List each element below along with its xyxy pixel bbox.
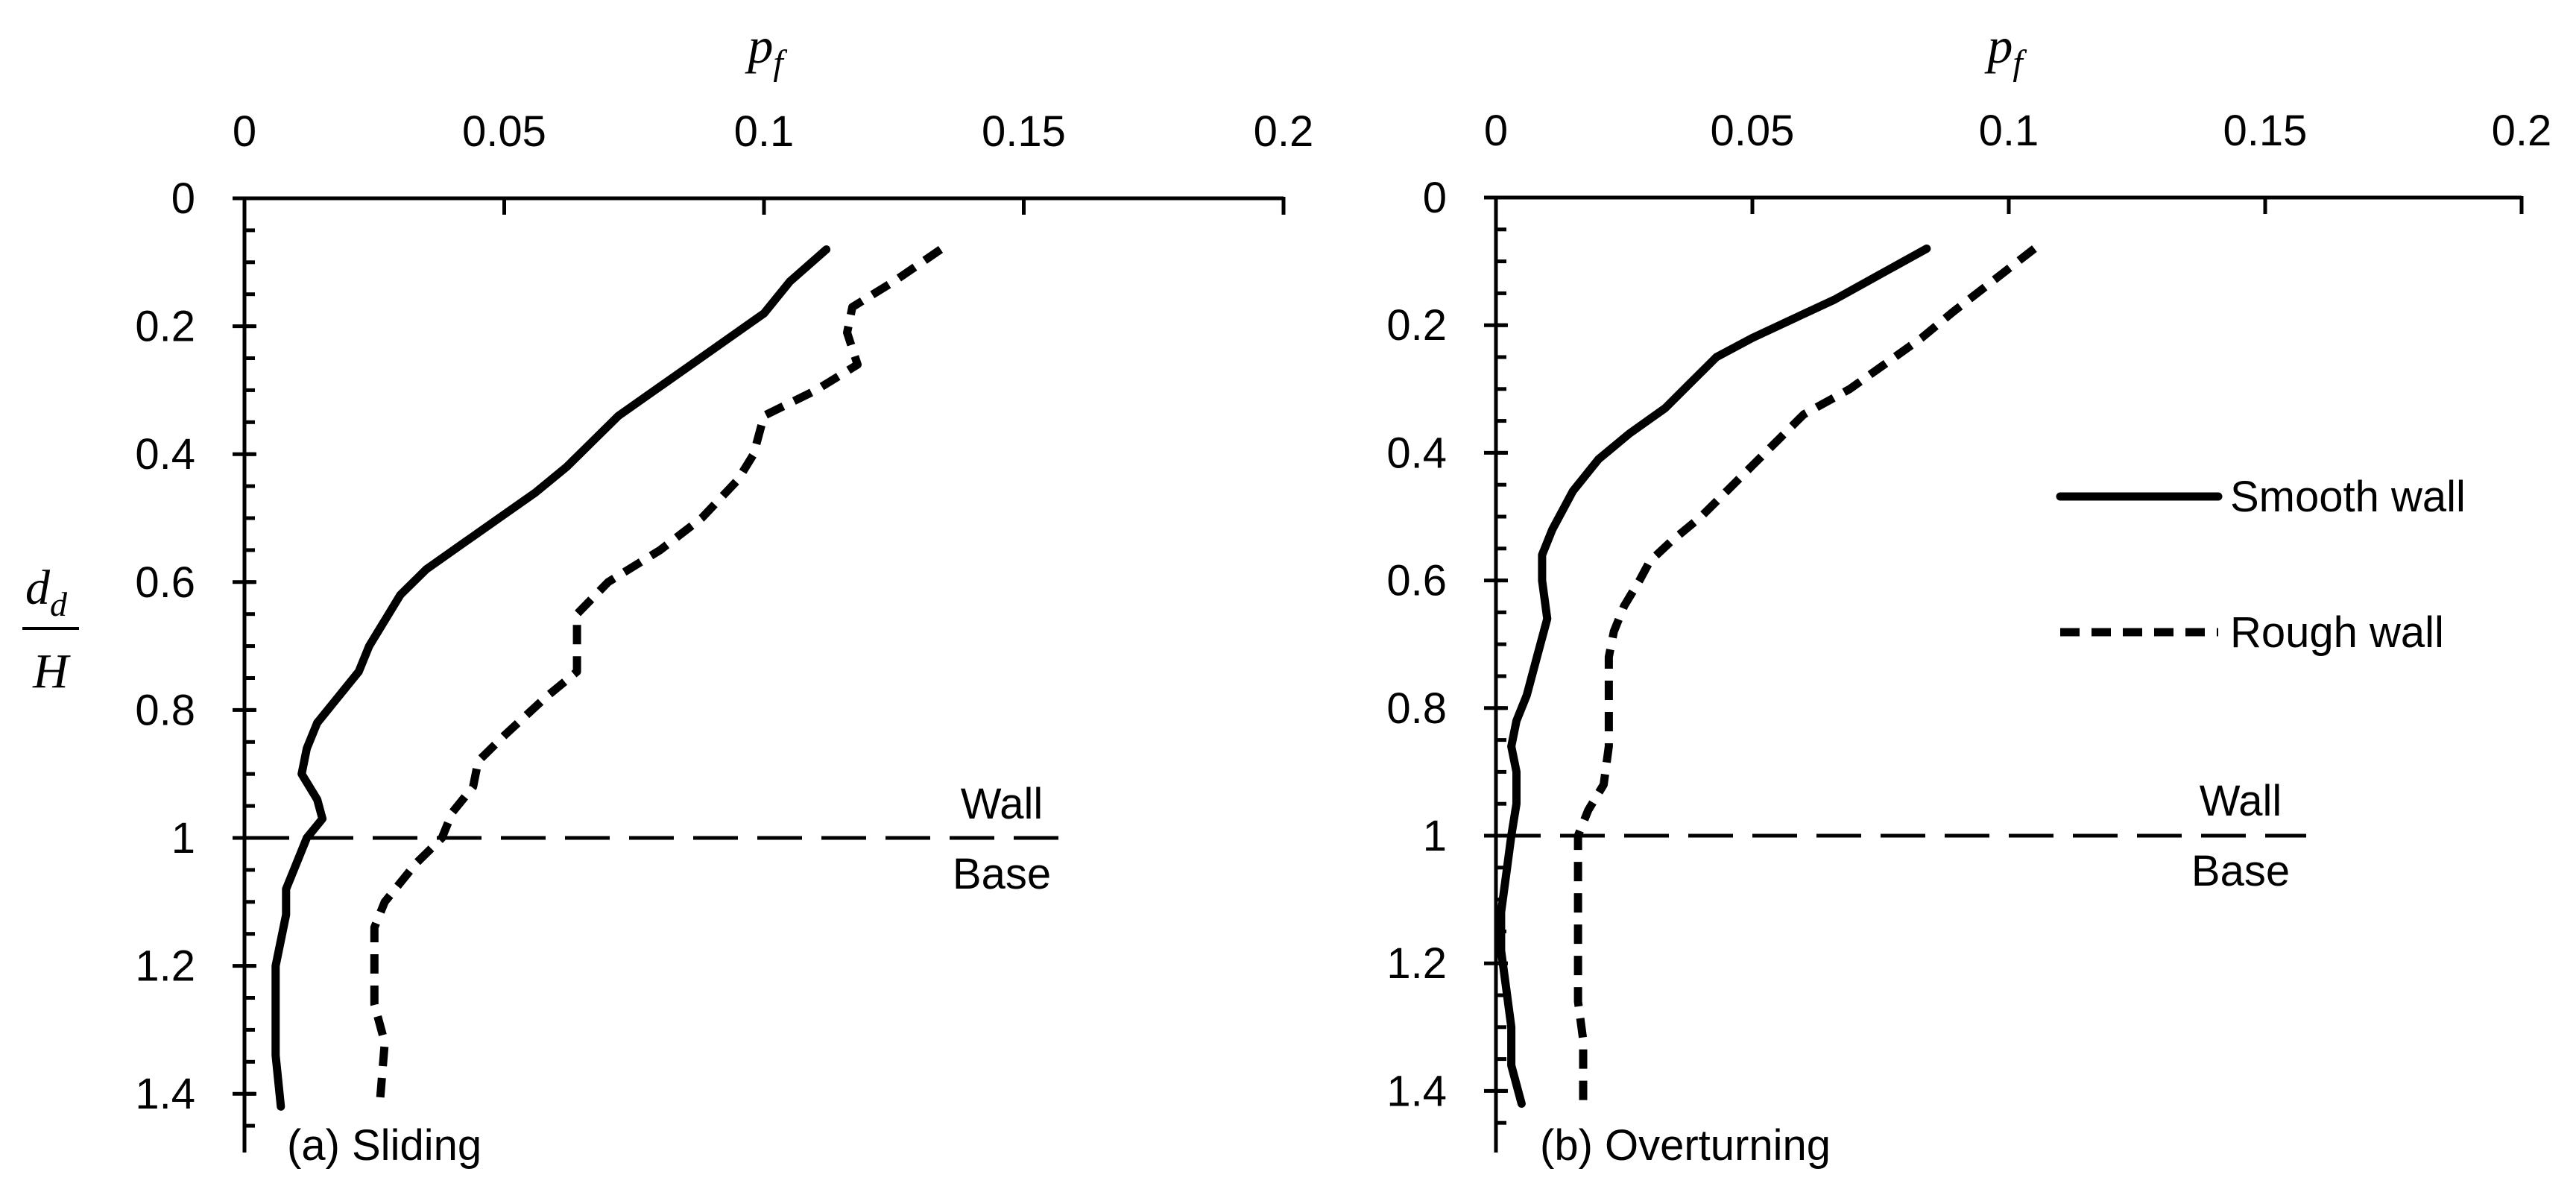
legend-smooth-wall-label: Smooth wall xyxy=(2230,473,2466,521)
panel-b-overturning: 0 0.05 0.1 0.15 0.2 00.20.40.60.811.21.4 pf … xyxy=(1386,17,2551,1170)
panel-a-y-tick-label: 1.2 xyxy=(135,942,195,991)
panel-a-sliding: 0 0.05 0.1 0.15 0.2 00.20.40.60.811.21.4 pf … xyxy=(135,17,1313,1170)
panel-b-smooth-wall-line xyxy=(1497,245,1931,1108)
y-axis-title: dd H xyxy=(22,561,79,699)
panel-a-y-ticks: 0 0.2 0.4 0.6 0.8 1 1.2 1.4 xyxy=(135,174,256,1128)
y-axis-title-numerator: dd xyxy=(25,561,68,623)
panel-b-base-label: Base xyxy=(2191,847,2290,895)
panel-a-series xyxy=(271,245,944,1111)
panel-b-x-tick-label: 0.1 xyxy=(1979,107,2039,155)
y-axis-title-denominator: H xyxy=(32,644,71,699)
panel-b-x-axis-title: pf xyxy=(1984,17,2027,83)
legend: Smooth wall Rough wall xyxy=(2056,473,2466,657)
panel-b-y-tick-label: 1.4 xyxy=(1386,1067,1447,1115)
panel-a-x-tick-label: 0 xyxy=(233,107,256,156)
panel-a-base-label: Base xyxy=(953,850,1051,898)
panel-b-wall-label: Wall xyxy=(2200,777,2282,825)
panel-a-x-ticks: 0 0.05 0.1 0.15 0.2 xyxy=(233,107,1313,215)
panel-a-y-tick-label: 0 xyxy=(171,174,195,223)
panel-b-y-tick-label: 0.4 xyxy=(1386,429,1447,477)
panel-b-x-tick-label: 0.05 xyxy=(1711,107,1795,155)
panel-b-y-tick-label: 0.8 xyxy=(1386,684,1447,733)
panel-b-series xyxy=(1497,245,2037,1108)
panel-a-caption: (a) Sliding xyxy=(287,1121,482,1170)
panel-a-rough-wall-line xyxy=(370,246,944,1107)
panel-a-y-tick-label: 0.8 xyxy=(135,686,195,734)
panel-b-y-tick-label: 0.6 xyxy=(1386,557,1447,605)
legend-rough-wall-label: Rough wall xyxy=(2230,608,2444,657)
panel-a-x-tick-label: 0.2 xyxy=(1254,107,1314,156)
panel-b-caption: (b) Overturning xyxy=(1540,1121,1831,1170)
panel-a-y-tick-label: 0.4 xyxy=(135,430,195,479)
panel-a-wall-label: Wall xyxy=(961,780,1044,828)
panel-b-x-tick-label: 0 xyxy=(1484,107,1508,155)
panel-b-x-tick-label: 0.15 xyxy=(2223,107,2308,155)
panel-b-rough-wall-line xyxy=(1573,245,2037,1104)
panel-a-y-tick-label: 0.6 xyxy=(135,558,195,607)
panel-a-y-tick-label: 0.2 xyxy=(135,303,195,351)
panel-b-x-tick-label: 0.2 xyxy=(2492,107,2552,155)
panel-b-y-ticks: 0 0.2 0.4 0.6 0.8 1 1.2 1.4 xyxy=(1386,174,1508,1125)
panel-b-x-ticks: 0 0.05 0.1 0.15 0.2 xyxy=(1484,107,2551,214)
panel-b-y-tick-label: 0 xyxy=(1423,174,1447,222)
panel-a-x-tick-label: 0.05 xyxy=(462,107,546,156)
panel-a-axes xyxy=(242,196,1284,1153)
panel-a-y-tick-label: 1 xyxy=(171,814,195,863)
panel-a-smooth-wall-line xyxy=(271,245,831,1111)
panel-a-y-tick-label: 1.4 xyxy=(135,1070,195,1118)
panel-a-x-tick-label: 0.1 xyxy=(734,107,795,156)
panel-b-axes xyxy=(1494,195,2522,1153)
panel-a-x-axis-title: pf xyxy=(745,17,787,83)
panel-b-y-tick-label: 1 xyxy=(1423,812,1447,860)
panel-b-y-tick-label: 0.2 xyxy=(1386,301,1447,350)
panel-b-y-tick-label: 1.2 xyxy=(1386,939,1447,988)
panel-a-x-tick-label: 0.15 xyxy=(982,107,1066,156)
